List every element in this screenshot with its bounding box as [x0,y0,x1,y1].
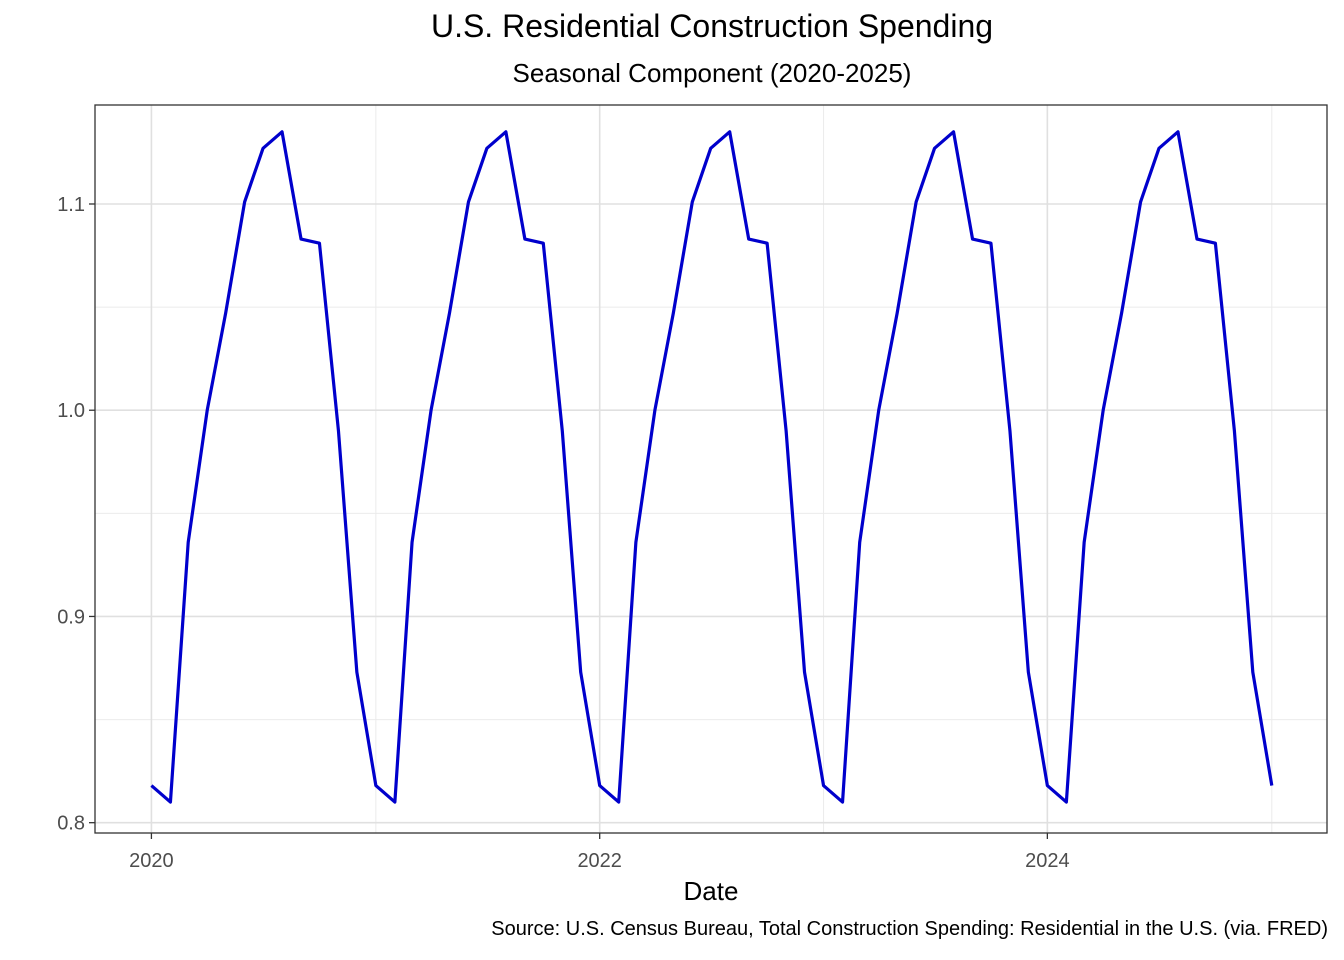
y-tick-label: 0.9 [57,606,85,628]
plot-panel-border [94,104,1328,834]
grid [95,105,1327,833]
x-tick-label: 2022 [577,850,622,872]
x-tick-label: 2020 [129,850,174,872]
x-axis-title: Date [684,876,739,906]
chart-title: U.S. Residential Construction Spending [430,8,994,44]
x-tick-label: 2024 [1025,850,1070,872]
y-tick-label: 0.8 [57,813,85,835]
series-line [150,130,1274,804]
y-tick-label: 1.0 [57,400,85,422]
chart-subtitle: Seasonal Component (2020-2025) [512,58,912,88]
y-tick-label: 1.1 [57,194,85,216]
chart-caption: Source: U.S. Census Bureau, Total Constr… [491,918,1328,940]
axes: 0.8 0.9 1.0 1.1 2020 2022 2024 [57,194,1069,872]
series-layer [150,130,1274,804]
